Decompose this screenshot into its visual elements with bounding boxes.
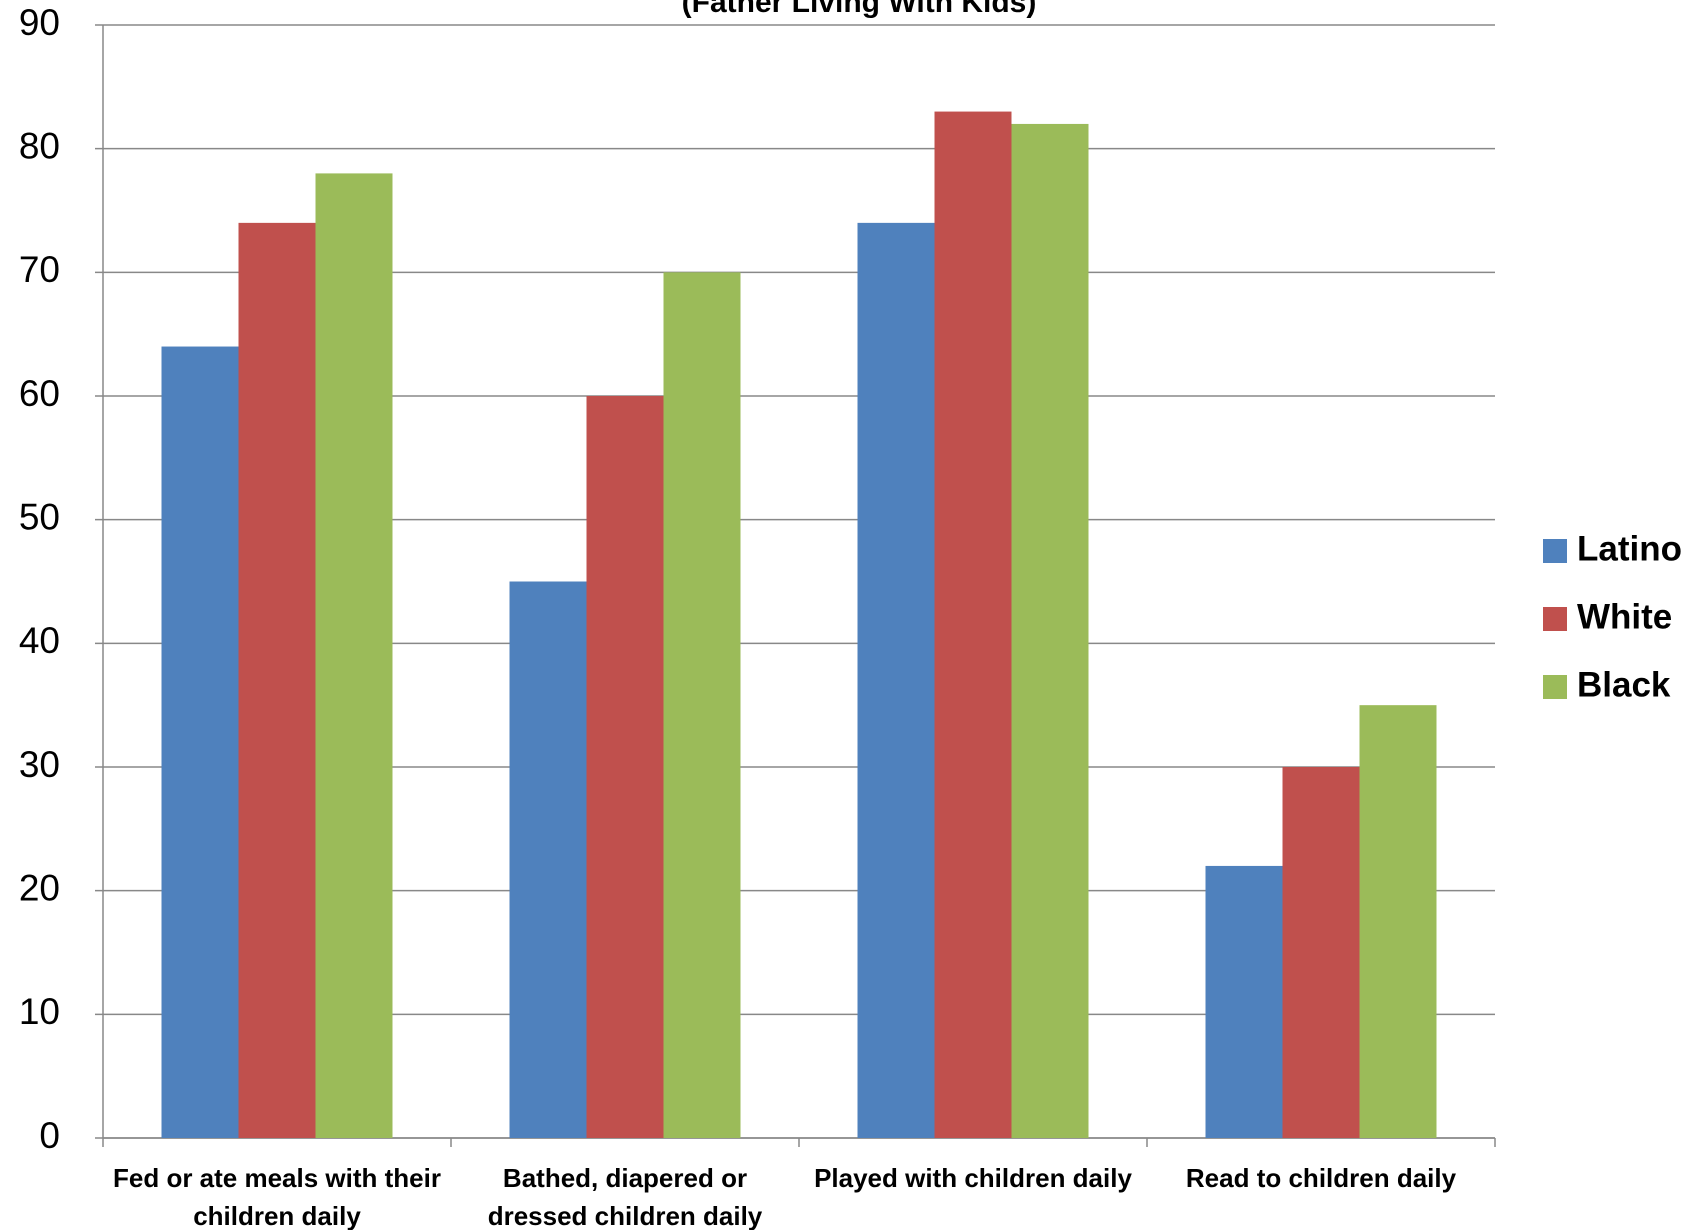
bar (1359, 705, 1437, 1138)
bar (934, 111, 1012, 1139)
bar (315, 173, 393, 1138)
y-tick-label: 40 (19, 620, 60, 661)
legend-label: Black (1577, 665, 1671, 704)
legend-swatch (1543, 539, 1567, 563)
bar (1205, 865, 1283, 1138)
x-tick-label: Bathed, diapered or dressed children dai… (487, 1163, 763, 1230)
legend-swatch (1543, 607, 1567, 631)
x-tick-label: Fed or ate meals with their children dai… (113, 1163, 441, 1230)
x-tick-label: Read to children daily (1185, 1163, 1457, 1193)
bar (1011, 123, 1089, 1138)
legend-label: Latino (1577, 529, 1682, 568)
y-tick-label: 30 (19, 744, 60, 785)
y-tick-label: 10 (19, 991, 60, 1032)
bar (586, 396, 664, 1138)
chart-title: (Father Living With Kids) (682, 0, 1037, 19)
y-tick-label: 50 (19, 496, 60, 537)
bar (238, 222, 316, 1138)
bar (663, 272, 741, 1138)
y-tick-label: 70 (19, 249, 60, 290)
bar (161, 346, 239, 1138)
y-tick-label: 90 (19, 2, 60, 43)
bar (1282, 767, 1360, 1138)
bar (509, 581, 587, 1138)
y-tick-label: 80 (19, 125, 60, 166)
y-tick-label: 0 (39, 1115, 60, 1156)
y-tick-label: 20 (19, 867, 60, 908)
bar (857, 222, 935, 1138)
y-tick-label: 60 (19, 373, 60, 414)
x-tick-label: Played with children daily (814, 1163, 1132, 1193)
legend-label: White (1577, 597, 1672, 636)
legend-swatch (1543, 675, 1567, 699)
